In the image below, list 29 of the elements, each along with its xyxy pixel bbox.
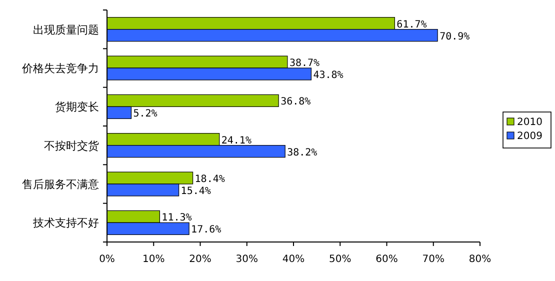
- data-label: 15.4%: [180, 186, 211, 197]
- data-label: 36.8%: [280, 96, 311, 108]
- data-label: 70.9%: [440, 31, 470, 42]
- data-label: 24.1%: [221, 135, 252, 146]
- data-label: 11.3%: [162, 212, 192, 224]
- data-label: 61.7%: [396, 19, 427, 30]
- data-label: 38.7%: [289, 58, 320, 70]
- y-tick-label: 出现质量问题: [33, 23, 99, 36]
- x-tick-label: 30%: [236, 254, 258, 265]
- x-tick-label: 0%: [99, 254, 115, 265]
- y-tick-label: 货期变长: [55, 100, 99, 114]
- data-label: 18.4%: [194, 174, 225, 186]
- x-tick-label: 10%: [142, 254, 165, 265]
- data-label: 38.2%: [287, 147, 318, 158]
- y-tick-label: 价格失去竞争力: [21, 62, 99, 75]
- legend-label: 2010: [517, 117, 542, 128]
- y-tick-label: 售后服务不满意: [22, 178, 99, 191]
- x-tick-label: 80%: [468, 254, 492, 265]
- x-tick-label: 40%: [282, 254, 305, 265]
- y-tick-label: 技术支持不好: [32, 216, 99, 230]
- x-tick-label: 70%: [422, 254, 444, 265]
- x-tick-label: 20%: [189, 254, 212, 265]
- data-label: 17.6%: [191, 224, 222, 236]
- legend-label: 2009: [517, 131, 542, 142]
- data-label: 5.2%: [133, 108, 158, 120]
- x-tick-label: 60%: [376, 254, 398, 265]
- x-tick-label: 50%: [329, 254, 352, 265]
- y-tick-label: 不按时交货: [44, 139, 99, 152]
- data-label: 43.8%: [313, 70, 344, 81]
